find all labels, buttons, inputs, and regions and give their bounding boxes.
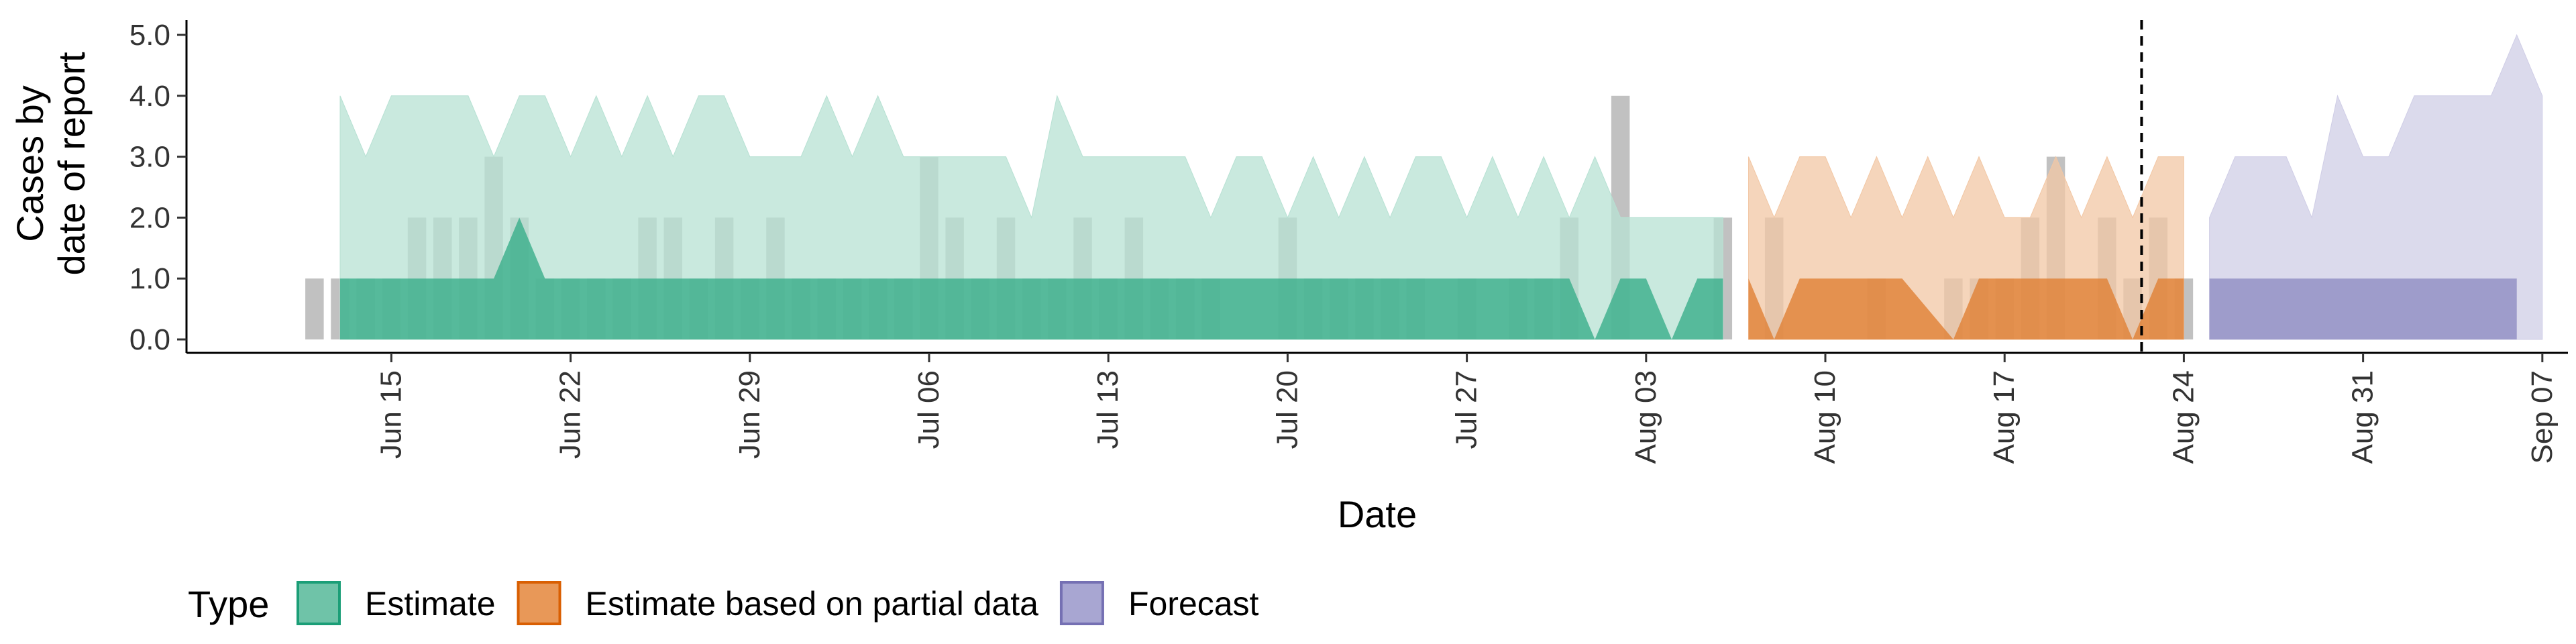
x-tick-label: Jul 20 <box>1271 370 1303 449</box>
inner-band-forecast <box>2209 278 2517 339</box>
legend-label: Forecast <box>1128 585 1259 623</box>
y-axis-title-line-2: date of report <box>50 52 93 276</box>
y-tick-label: 1.0 <box>129 262 170 295</box>
x-tick-label: Jun 22 <box>554 370 587 459</box>
x-tick-label: Aug 10 <box>1809 370 1841 464</box>
legend-label: Estimate <box>365 585 496 623</box>
legend-swatch <box>517 581 561 625</box>
legend-title: Type <box>188 583 269 625</box>
x-tick-label: Jul 13 <box>1091 370 1124 449</box>
legend-label: Estimate based on partial data <box>586 585 1039 623</box>
y-tick-label: 3.0 <box>129 141 170 174</box>
y-tick-label: 5.0 <box>129 19 170 52</box>
x-tick-label: Aug 03 <box>1629 370 1662 464</box>
legend-swatch <box>1059 581 1104 625</box>
x-axis-ticks: Jun 15 Jun 22 Jun 29 Jul 06 Jul 13 Jul 20 Jul … <box>374 353 2559 464</box>
legend: Type Estimate Estimate based on partial d… <box>188 581 1259 625</box>
x-tick-label: Aug 17 <box>1988 370 2021 464</box>
x-tick-label: Aug 24 <box>2167 370 2200 464</box>
estimate-bands <box>339 34 2543 340</box>
inner-band-estimate-based-on-partial-data <box>1748 278 2184 339</box>
legend-swatch <box>297 581 341 625</box>
inner-band-estimate <box>340 217 1723 339</box>
x-tick-label: Sep 07 <box>2526 370 2559 464</box>
reported-cases-bar <box>305 278 324 339</box>
y-tick-label: 4.0 <box>129 80 170 113</box>
legend-items: Estimate Estimate based on partial data Fo… <box>297 581 1259 625</box>
x-tick-label: Jun 15 <box>374 370 407 459</box>
x-axis-title: Date <box>1338 493 1417 535</box>
x-tick-label: Jul 27 <box>1450 370 1483 449</box>
x-tick-label: Aug 31 <box>2347 370 2379 464</box>
x-tick-label: Jul 06 <box>912 370 945 449</box>
y-axis-title-line-1: Cases by <box>9 85 51 241</box>
y-tick-label: 2.0 <box>129 201 170 234</box>
y-tick-label: 0.0 <box>129 323 170 356</box>
y-axis-ticks: 0.0 1.0 2.0 3.0 4.0 5.0 <box>129 19 186 356</box>
x-tick-label: Jun 29 <box>733 370 766 459</box>
